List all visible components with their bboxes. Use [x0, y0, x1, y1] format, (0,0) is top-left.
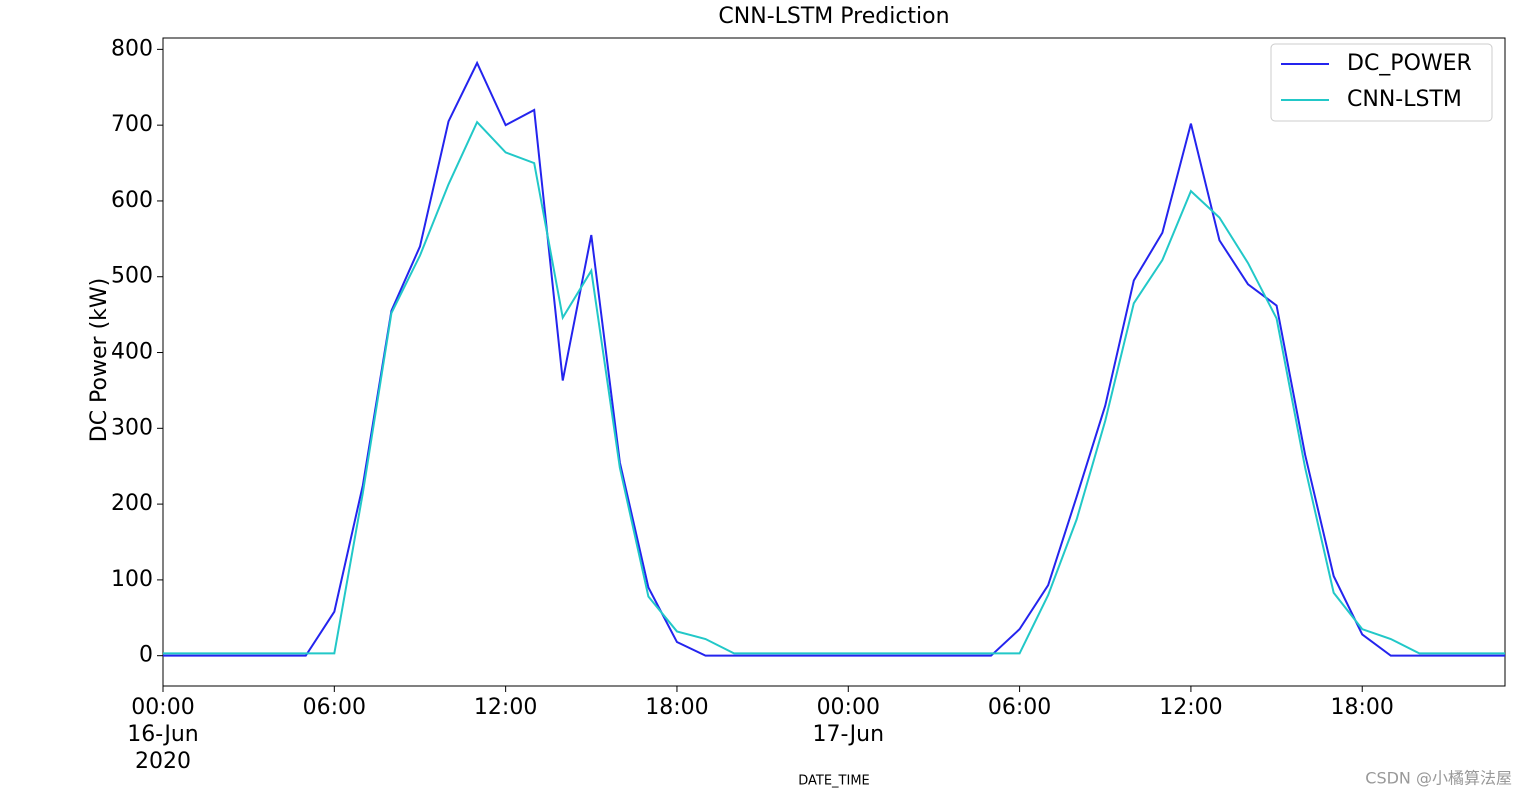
x-tick-label: 06:00 — [988, 695, 1051, 720]
x-tick-label: 18:00 — [1331, 695, 1394, 720]
x-tick-label: 06:00 — [303, 695, 366, 720]
y-axis-label: DC Power (kW) — [87, 278, 112, 442]
y-tick-label: 0 — [139, 643, 153, 668]
y-tick-label: 200 — [111, 491, 153, 516]
y-tick-label: 400 — [111, 340, 153, 365]
y-tick-label: 500 — [111, 264, 153, 289]
chart-title: CNN-LSTM Prediction — [718, 4, 949, 29]
y-tick-label: 800 — [111, 36, 153, 61]
series-line — [163, 60, 1505, 657]
y-tick-label: 700 — [111, 112, 153, 137]
y-tick-label: 100 — [111, 567, 153, 592]
legend-label: CNN-LSTM — [1347, 87, 1462, 112]
legend-label: DC_POWER — [1347, 51, 1472, 76]
x-tick-label: 18:00 — [645, 695, 708, 720]
x-axis-label: DATE_TIME — [798, 774, 870, 789]
watermark: CSDN @小橘算法屋 — [1365, 769, 1512, 788]
plot-frame — [162, 37, 1506, 687]
y-tick-label: 600 — [111, 188, 153, 213]
legend: DC_POWER CNN-LSTM — [1270, 43, 1493, 122]
y-tick-label: 300 — [111, 415, 153, 440]
series-line — [163, 120, 1505, 655]
x-tick-label: 00:00 17-Jun — [813, 695, 885, 747]
x-tick-label: 00:00 16-Jun 2020 — [127, 695, 199, 774]
x-tick-label: 12:00 — [474, 695, 537, 720]
x-tick-label: 12:00 — [1159, 695, 1222, 720]
